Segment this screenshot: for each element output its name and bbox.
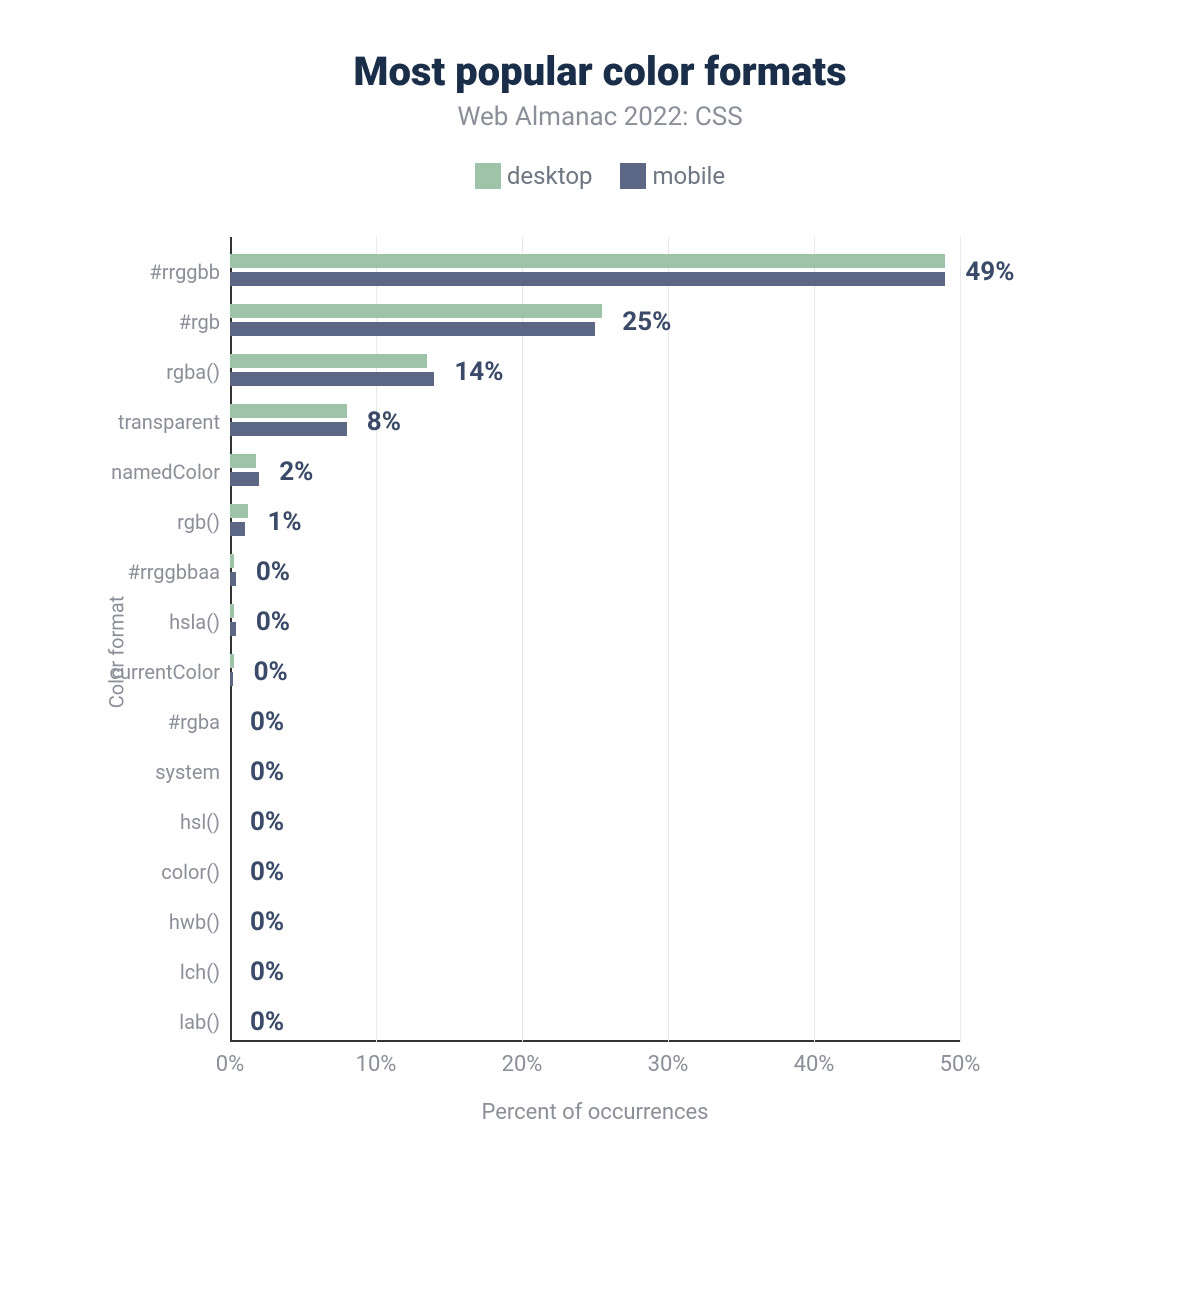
category-row: hsl()0% bbox=[230, 797, 960, 847]
plot-area: Percent of occurrences 0%10%20%30%40%50%… bbox=[230, 237, 960, 1042]
value-label: 0% bbox=[250, 807, 284, 837]
legend-item-desktop: desktop bbox=[475, 162, 593, 190]
legend-item-mobile: mobile bbox=[620, 162, 725, 190]
value-label: 0% bbox=[250, 857, 284, 887]
chart-legend: desktop mobile bbox=[0, 162, 1200, 190]
y-tick-label: hsla() bbox=[169, 610, 220, 634]
y-tick-label: #rrggbb bbox=[149, 260, 220, 284]
value-label: 0% bbox=[250, 1007, 284, 1037]
bar-desktop bbox=[230, 504, 248, 518]
bar-mobile bbox=[230, 272, 945, 286]
legend-swatch-mobile bbox=[620, 163, 646, 189]
value-label: 0% bbox=[250, 957, 284, 987]
bar-mobile bbox=[230, 372, 434, 386]
category-row: #rrggbbaa0% bbox=[230, 547, 960, 597]
value-label: 0% bbox=[254, 657, 288, 687]
bar-desktop bbox=[230, 454, 256, 468]
x-tick-label: 50% bbox=[940, 1052, 981, 1077]
y-tick-label: transparent bbox=[118, 410, 220, 434]
bar-mobile bbox=[230, 572, 236, 586]
chart-title: Most popular color formats bbox=[0, 50, 1200, 94]
x-axis-title: Percent of occurrences bbox=[481, 1100, 708, 1125]
y-axis-title: Color format bbox=[104, 595, 128, 708]
category-row: color()0% bbox=[230, 847, 960, 897]
category-row: namedColor2% bbox=[230, 447, 960, 497]
bar-mobile bbox=[230, 472, 259, 486]
x-tick-label: 20% bbox=[502, 1052, 543, 1077]
y-tick-label: namedColor bbox=[111, 460, 220, 484]
value-label: 49% bbox=[965, 257, 1014, 287]
y-tick-label: hsl() bbox=[180, 810, 220, 834]
bar-mobile bbox=[230, 322, 595, 336]
value-label: 0% bbox=[256, 557, 290, 587]
category-row: #rrggbb49% bbox=[230, 247, 960, 297]
category-row: lab()0% bbox=[230, 997, 960, 1047]
value-label: 1% bbox=[268, 507, 302, 537]
chart-container: Most popular color formats Web Almanac 2… bbox=[0, 0, 1200, 1304]
category-row: system0% bbox=[230, 747, 960, 797]
bar-mobile bbox=[230, 522, 245, 536]
bar-desktop bbox=[230, 304, 602, 318]
bar-desktop bbox=[230, 604, 234, 618]
x-tick-label: 30% bbox=[648, 1052, 689, 1077]
category-row: lch()0% bbox=[230, 947, 960, 997]
y-tick-label: rgb() bbox=[177, 510, 220, 534]
value-label: 25% bbox=[622, 307, 671, 337]
value-label: 0% bbox=[250, 757, 284, 787]
bar-mobile bbox=[230, 672, 233, 686]
chart-subtitle: Web Almanac 2022: CSS bbox=[0, 102, 1200, 132]
value-label: 0% bbox=[250, 907, 284, 937]
value-label: 8% bbox=[367, 407, 401, 437]
gridline bbox=[960, 237, 961, 1042]
value-label: 0% bbox=[250, 707, 284, 737]
x-tick-label: 40% bbox=[794, 1052, 835, 1077]
x-tick-label: 0% bbox=[216, 1052, 244, 1077]
y-tick-label: lab() bbox=[179, 1010, 220, 1034]
x-tick-label: 10% bbox=[356, 1052, 397, 1077]
y-tick-label: system bbox=[155, 760, 220, 784]
value-label: 0% bbox=[256, 607, 290, 637]
category-row: hwb()0% bbox=[230, 897, 960, 947]
y-tick-label: color() bbox=[161, 860, 220, 884]
y-tick-label: rgba() bbox=[166, 360, 220, 384]
category-row: currentColor0% bbox=[230, 647, 960, 697]
legend-label-mobile: mobile bbox=[652, 162, 725, 190]
category-row: #rgb25% bbox=[230, 297, 960, 347]
value-label: 2% bbox=[279, 457, 313, 487]
bar-desktop bbox=[230, 554, 234, 568]
bar-desktop bbox=[230, 654, 234, 668]
category-row: #rgba0% bbox=[230, 697, 960, 747]
bar-desktop bbox=[230, 354, 427, 368]
category-row: transparent8% bbox=[230, 397, 960, 447]
bar-desktop bbox=[230, 254, 945, 268]
y-tick-label: #rrggbbaa bbox=[128, 560, 220, 584]
value-label: 14% bbox=[454, 357, 503, 387]
y-tick-label: #rgb bbox=[179, 310, 220, 334]
y-tick-label: lch() bbox=[180, 960, 220, 984]
bar-desktop bbox=[230, 404, 347, 418]
category-row: hsla()0% bbox=[230, 597, 960, 647]
legend-swatch-desktop bbox=[475, 163, 501, 189]
legend-label-desktop: desktop bbox=[507, 162, 593, 190]
y-tick-label: #rgba bbox=[168, 710, 220, 734]
category-row: rgb()1% bbox=[230, 497, 960, 547]
bar-mobile bbox=[230, 622, 236, 636]
category-row: rgba()14% bbox=[230, 347, 960, 397]
bar-mobile bbox=[230, 422, 347, 436]
y-tick-label: hwb() bbox=[169, 910, 220, 934]
